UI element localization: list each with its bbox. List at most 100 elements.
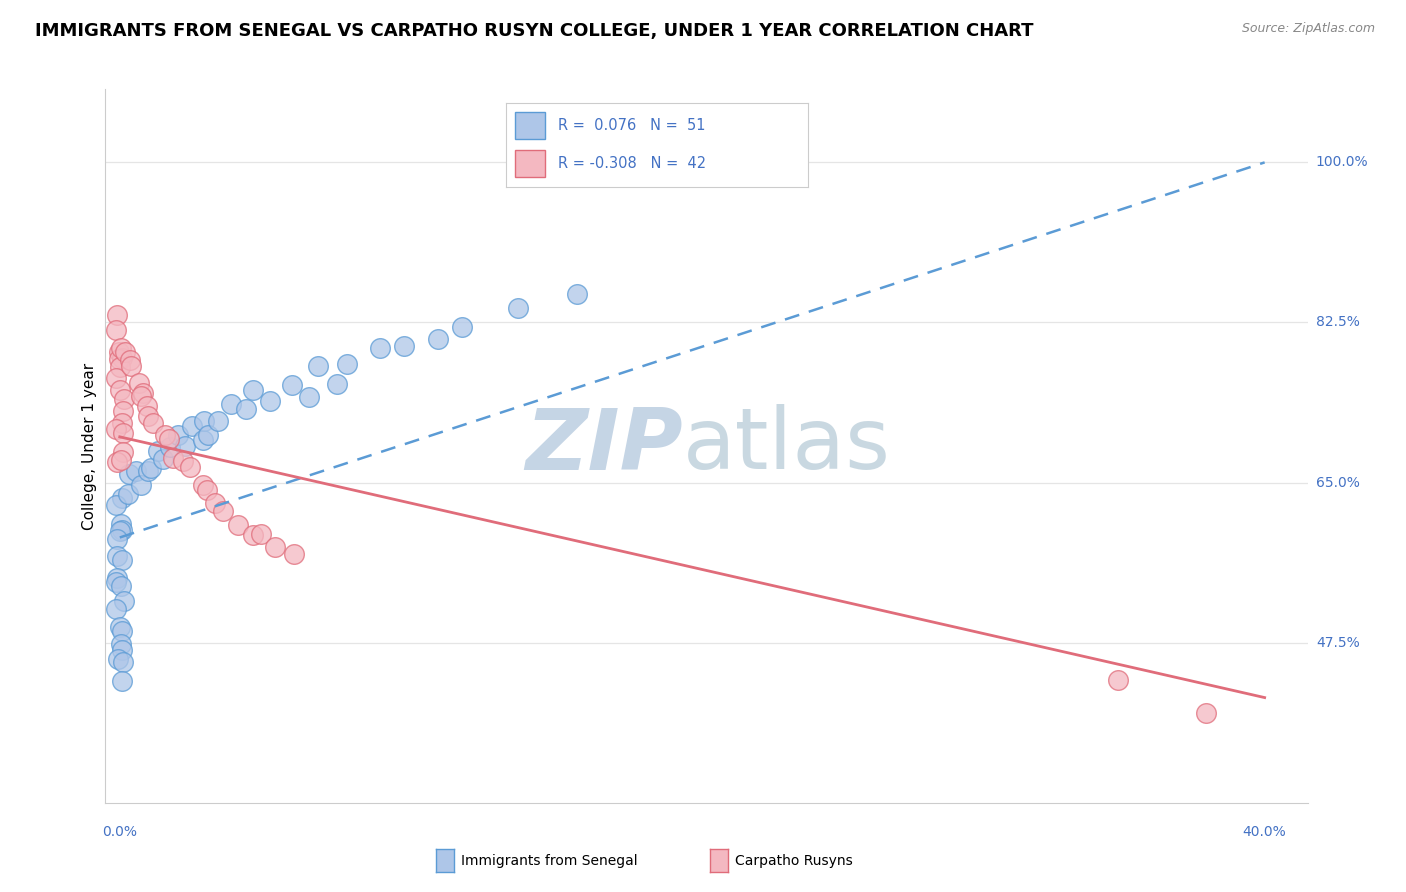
- Text: atlas: atlas: [682, 404, 890, 488]
- Point: [111, 643, 134, 657]
- Point: [207, 414, 229, 428]
- Point: [111, 445, 134, 459]
- Point: [104, 602, 127, 616]
- Text: 0.0%: 0.0%: [103, 825, 138, 839]
- Point: [264, 541, 287, 555]
- Point: [112, 655, 135, 669]
- Point: [118, 467, 141, 482]
- Point: [242, 528, 264, 542]
- Point: [162, 450, 184, 465]
- Point: [146, 444, 169, 458]
- Point: [204, 496, 226, 510]
- Point: [283, 547, 305, 561]
- Point: [125, 465, 148, 479]
- Point: [110, 453, 132, 467]
- Text: 65.0%: 65.0%: [1316, 475, 1360, 490]
- Text: 47.5%: 47.5%: [1316, 636, 1360, 649]
- Point: [105, 571, 128, 585]
- Text: IMMIGRANTS FROM SENEGAL VS CARPATHO RUSYN COLLEGE, UNDER 1 YEAR CORRELATION CHAR: IMMIGRANTS FROM SENEGAL VS CARPATHO RUSY…: [35, 22, 1033, 40]
- Point: [131, 389, 153, 403]
- Point: [180, 419, 202, 434]
- Point: [174, 439, 197, 453]
- Point: [108, 352, 131, 367]
- Point: [242, 383, 264, 397]
- Bar: [515, 112, 546, 139]
- Point: [111, 404, 134, 418]
- Point: [139, 461, 162, 475]
- Point: [111, 351, 134, 365]
- Point: [110, 341, 132, 355]
- Text: Immigrants from Senegal: Immigrants from Senegal: [461, 854, 638, 868]
- Point: [394, 339, 416, 353]
- Point: [105, 308, 128, 322]
- Point: [193, 414, 215, 428]
- Point: [110, 637, 132, 651]
- Point: [105, 422, 128, 436]
- Point: [108, 524, 131, 538]
- Point: [250, 526, 273, 541]
- Point: [153, 427, 176, 442]
- Point: [105, 533, 128, 547]
- Point: [111, 624, 134, 638]
- Point: [336, 357, 359, 371]
- Point: [112, 426, 135, 441]
- Bar: [515, 150, 546, 178]
- Text: R = -0.308   N =  42: R = -0.308 N = 42: [558, 156, 706, 171]
- Point: [235, 401, 257, 416]
- Text: 82.5%: 82.5%: [1316, 316, 1360, 329]
- Point: [135, 399, 157, 413]
- Point: [152, 451, 174, 466]
- Point: [450, 319, 472, 334]
- Point: [104, 323, 127, 337]
- Point: [129, 478, 152, 492]
- Point: [212, 503, 235, 517]
- Point: [111, 523, 134, 537]
- Point: [114, 344, 136, 359]
- Point: [219, 397, 242, 411]
- Text: ZIP: ZIP: [524, 404, 682, 488]
- Point: [179, 459, 201, 474]
- Point: [506, 301, 529, 315]
- Point: [105, 549, 128, 564]
- Point: [197, 483, 219, 497]
- Point: [112, 594, 135, 608]
- Point: [108, 344, 131, 359]
- Text: Source: ZipAtlas.com: Source: ZipAtlas.com: [1241, 22, 1375, 36]
- Point: [112, 392, 135, 406]
- Point: [1107, 673, 1129, 688]
- Point: [128, 376, 150, 391]
- Point: [297, 391, 319, 405]
- Point: [142, 416, 165, 430]
- Point: [307, 359, 329, 373]
- Point: [117, 487, 139, 501]
- Point: [105, 455, 128, 469]
- Point: [131, 386, 153, 401]
- Point: [104, 370, 127, 384]
- Point: [110, 517, 132, 532]
- Point: [326, 377, 349, 392]
- Point: [191, 478, 214, 492]
- Y-axis label: College, Under 1 year: College, Under 1 year: [82, 362, 97, 530]
- Point: [120, 359, 142, 374]
- Point: [193, 434, 215, 448]
- Point: [167, 428, 190, 442]
- Point: [104, 499, 127, 513]
- Point: [107, 652, 129, 666]
- Text: Carpatho Rusyns: Carpatho Rusyns: [735, 854, 853, 868]
- Point: [281, 378, 304, 392]
- Point: [136, 464, 159, 478]
- Point: [197, 427, 219, 442]
- Point: [368, 341, 391, 355]
- Point: [1195, 706, 1218, 720]
- Point: [426, 332, 449, 346]
- Point: [108, 619, 131, 633]
- Point: [136, 409, 159, 424]
- Point: [565, 287, 588, 301]
- Point: [110, 579, 132, 593]
- Point: [110, 674, 132, 689]
- Point: [111, 491, 134, 505]
- Point: [111, 417, 134, 431]
- Text: 100.0%: 100.0%: [1316, 155, 1368, 169]
- Point: [108, 383, 131, 397]
- Point: [159, 440, 181, 454]
